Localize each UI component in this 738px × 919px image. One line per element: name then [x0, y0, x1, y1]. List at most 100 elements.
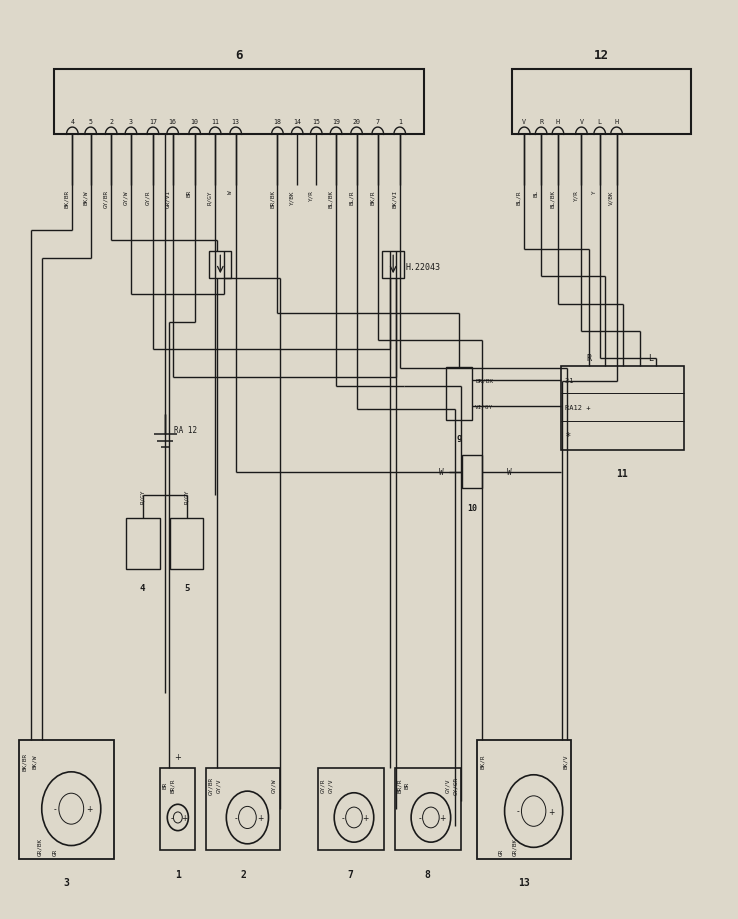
Text: 2: 2 — [109, 119, 113, 125]
Text: L: L — [648, 354, 652, 363]
Text: 12: 12 — [594, 49, 609, 62]
Text: R: R — [539, 119, 543, 125]
Text: 17: 17 — [149, 119, 157, 125]
Bar — [462, 456, 482, 489]
Text: 10: 10 — [467, 504, 477, 512]
Text: 7: 7 — [348, 868, 354, 879]
Text: GY/R: GY/R — [320, 777, 325, 792]
Text: +: + — [86, 804, 92, 813]
Text: BL/R: BL/R — [517, 190, 521, 205]
Text: BR/BK: BR/BK — [475, 379, 493, 383]
Bar — [210, 251, 231, 278]
Bar — [318, 768, 384, 850]
Text: 20: 20 — [353, 119, 361, 125]
Text: L: L — [598, 119, 601, 125]
Bar — [561, 367, 684, 450]
Text: 14: 14 — [293, 119, 301, 125]
Text: 10: 10 — [190, 119, 199, 125]
Text: BK/R: BK/R — [480, 754, 485, 768]
Text: H.22043: H.22043 — [406, 263, 441, 272]
Text: BK/VI: BK/VI — [392, 190, 397, 208]
Text: V: V — [523, 119, 526, 125]
Text: GY/V: GY/V — [217, 777, 221, 792]
Bar — [207, 768, 280, 850]
Text: GR/BK: GR/BK — [512, 837, 517, 855]
Text: BK/R: BK/R — [370, 190, 375, 205]
Bar — [446, 368, 472, 420]
Text: -: - — [235, 813, 237, 823]
Text: -: - — [170, 813, 173, 823]
Text: V/BK: V/BK — [609, 190, 613, 205]
Text: BL: BL — [533, 190, 538, 198]
Text: H: H — [556, 119, 560, 125]
Text: BL/BK: BL/BK — [550, 190, 555, 208]
Text: 16: 16 — [169, 119, 176, 125]
Text: BR/R: BR/R — [170, 777, 175, 792]
Text: 5: 5 — [89, 119, 93, 125]
Text: 7: 7 — [376, 119, 380, 125]
Text: R/GY: R/GY — [184, 489, 189, 504]
Text: BK/V: BK/V — [563, 754, 568, 768]
Text: W: W — [439, 468, 444, 477]
Text: 18: 18 — [274, 119, 281, 125]
Bar — [477, 740, 571, 858]
Text: BK/BR: BK/BR — [22, 753, 27, 770]
Text: R/GY: R/GY — [140, 489, 145, 504]
Text: 11: 11 — [211, 119, 219, 125]
Text: 8: 8 — [424, 868, 430, 879]
Text: Y/BK: Y/BK — [289, 190, 294, 205]
Bar — [19, 740, 114, 858]
Text: BK/W: BK/W — [83, 190, 88, 205]
Bar — [54, 70, 424, 135]
Text: GR/VI: GR/VI — [165, 190, 170, 208]
Text: V: V — [579, 119, 584, 125]
Text: BL/R: BL/R — [348, 190, 354, 205]
Text: GY/BR: GY/BR — [103, 190, 108, 208]
Text: +: + — [548, 807, 554, 816]
Text: 4: 4 — [70, 119, 75, 125]
Text: +: + — [362, 813, 369, 823]
Text: VI/GY: VI/GY — [475, 404, 493, 409]
Text: GY/R: GY/R — [145, 190, 150, 205]
Text: 1: 1 — [175, 868, 181, 879]
Bar — [382, 251, 404, 278]
Text: W: W — [228, 190, 232, 194]
Text: -: - — [418, 813, 421, 823]
Text: BK/BR: BK/BR — [64, 190, 69, 208]
Text: 11: 11 — [616, 469, 628, 479]
Text: GR: GR — [52, 848, 58, 855]
Text: 3: 3 — [63, 877, 69, 887]
Text: -: - — [342, 813, 345, 823]
Text: 1: 1 — [398, 119, 401, 125]
Text: GR/BK: GR/BK — [38, 837, 42, 855]
Text: GY/W: GY/W — [272, 777, 277, 792]
Text: RA12 +: RA12 + — [565, 405, 591, 411]
Text: GY/GR: GY/GR — [453, 776, 458, 794]
Text: +: + — [257, 813, 263, 823]
Text: W: W — [507, 468, 512, 477]
Text: BR/BK: BR/BK — [269, 190, 275, 208]
Text: +: + — [174, 752, 182, 761]
Bar — [395, 768, 461, 850]
Text: R/GY: R/GY — [207, 190, 213, 205]
Text: GY/W: GY/W — [123, 190, 128, 205]
Text: GY/V: GY/V — [445, 777, 450, 792]
Text: 19: 19 — [332, 119, 340, 125]
Text: 4: 4 — [140, 584, 145, 593]
Text: BR: BR — [162, 781, 168, 789]
Text: H: H — [615, 119, 618, 125]
Text: 13: 13 — [518, 877, 530, 887]
Bar — [125, 518, 159, 569]
Text: BR: BR — [187, 190, 192, 198]
Text: +: + — [181, 813, 187, 823]
Text: R: R — [586, 354, 591, 363]
Text: +: + — [440, 813, 446, 823]
Text: Y/R: Y/R — [308, 190, 314, 201]
Text: RA 12: RA 12 — [174, 425, 197, 435]
Text: BR: BR — [405, 781, 410, 789]
Text: -: - — [54, 804, 56, 813]
Text: 2: 2 — [240, 868, 246, 879]
Text: BL/BK: BL/BK — [328, 190, 333, 208]
Text: 9: 9 — [456, 435, 461, 444]
Text: GY/BR: GY/BR — [209, 776, 213, 794]
